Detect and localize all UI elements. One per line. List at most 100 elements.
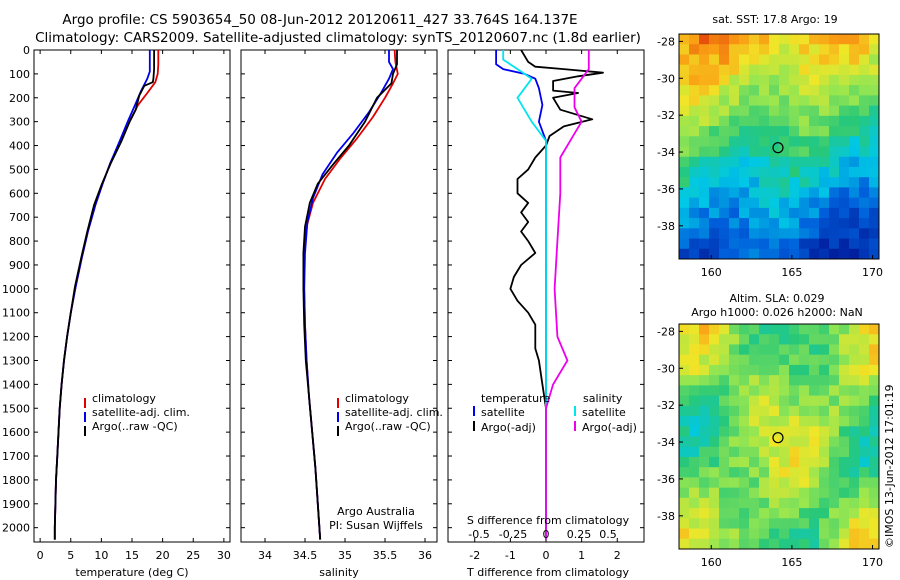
map-cell <box>809 436 820 448</box>
map-cell <box>759 528 770 540</box>
map-cell <box>849 187 860 199</box>
map-cell <box>719 456 730 468</box>
map-cell <box>809 467 820 478</box>
map-cell <box>709 177 720 188</box>
map-cell <box>749 508 760 519</box>
map-cell <box>799 248 810 260</box>
map-cell <box>709 74 720 86</box>
map-cell <box>679 54 690 66</box>
map-cell <box>809 324 820 335</box>
map-cell <box>839 416 850 427</box>
map-cell <box>809 166 820 178</box>
map-cell <box>729 344 740 356</box>
map-cell <box>749 166 760 178</box>
map-cell <box>789 497 800 509</box>
sst-map-title: sat. SST: 17.8 Argo: 19 <box>712 13 837 26</box>
map-cell <box>779 166 790 178</box>
map-cell <box>749 416 760 427</box>
map-cell <box>739 177 750 188</box>
map-cell <box>689 426 700 437</box>
map-cell <box>679 44 690 55</box>
map-cell <box>819 446 830 458</box>
map-cell <box>859 126 870 137</box>
temperature-series <box>53 50 160 540</box>
map-cell <box>679 136 690 147</box>
map-cell <box>729 177 740 188</box>
map-cell <box>789 187 800 199</box>
y-tick-label: 0 <box>23 44 30 57</box>
map-cell <box>769 395 780 407</box>
salinity-legend: climatology satellite-adj. clim. Argo(..… <box>337 392 443 436</box>
sla-map-x-ticks: 160 165 170 <box>701 545 883 569</box>
x-tick-label: 36 <box>418 549 432 562</box>
series-line-t-argo-adj <box>509 49 604 540</box>
map-cell <box>869 187 880 199</box>
map-cell <box>829 354 840 366</box>
series-line-s-satellite <box>502 50 547 540</box>
map-cell <box>829 34 840 45</box>
map-cell <box>699 85 710 96</box>
map-cell <box>689 146 700 158</box>
map-cell <box>859 364 870 376</box>
map-cell <box>799 508 810 519</box>
map-cell <box>679 228 690 239</box>
map-cell <box>799 375 810 386</box>
annotation-pi: PI: Susan Wijffels <box>329 519 423 532</box>
map-cell <box>709 115 720 127</box>
map-cell <box>809 497 820 509</box>
legend-label-argo: Argo(..raw -QC) <box>345 420 431 433</box>
map-cell <box>869 85 880 96</box>
map-cell <box>709 354 720 366</box>
map-cell <box>689 218 700 229</box>
map-cell <box>859 385 870 396</box>
map-cell <box>739 528 750 540</box>
map-cell <box>679 364 690 376</box>
map-cell <box>869 34 880 45</box>
map-cell <box>709 146 720 158</box>
map-cell <box>809 146 820 158</box>
map-cell <box>799 105 810 117</box>
map-cell <box>789 446 800 458</box>
map-cell <box>739 354 750 366</box>
map-cell <box>789 44 800 55</box>
map-cell <box>699 364 710 376</box>
map-cell <box>769 508 780 519</box>
map-cell <box>799 126 810 137</box>
map-cell <box>789 364 800 376</box>
map-cell <box>869 416 880 427</box>
map-cell <box>809 177 820 188</box>
map-cell <box>779 207 790 219</box>
map-cell <box>859 146 870 158</box>
map-cell <box>729 34 740 45</box>
map-cell <box>809 518 820 529</box>
map-cell <box>749 207 760 219</box>
map-cell <box>709 538 720 550</box>
map-cell <box>779 105 790 117</box>
map-cell <box>849 228 860 239</box>
map-cell <box>789 105 800 117</box>
map-cell <box>859 136 870 147</box>
map-cell <box>699 34 710 45</box>
map-cell <box>869 177 880 188</box>
map-cell <box>809 364 820 376</box>
map-cell <box>849 508 860 519</box>
map-cell <box>789 54 800 66</box>
map-cell <box>689 115 700 127</box>
map-cell <box>799 177 810 188</box>
map-cell <box>819 95 830 106</box>
map-cell <box>819 324 830 335</box>
map-cell <box>699 436 710 448</box>
map-cell <box>809 44 820 55</box>
figure-title-line1: Argo profile: CS 5903654_50 08-Jun-2012 … <box>62 12 577 28</box>
map-cell <box>789 487 800 499</box>
map-cell <box>839 405 850 417</box>
map-cell <box>799 187 810 199</box>
map-cell <box>719 228 730 239</box>
map-cell <box>799 426 810 437</box>
map-cell <box>869 64 880 76</box>
map-cell <box>699 248 710 260</box>
map-cell <box>809 477 820 489</box>
map-cell <box>759 44 770 55</box>
map-cell <box>829 146 840 158</box>
map-cell <box>679 446 690 458</box>
